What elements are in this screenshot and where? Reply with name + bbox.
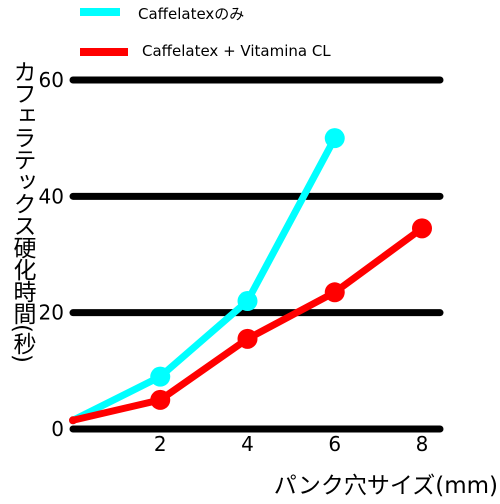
x-tick-label: 4 xyxy=(241,432,254,456)
legend: Caffelatexのみ Caffelatex + Vitamina CL xyxy=(80,5,331,60)
y-tick-label: 20 xyxy=(39,301,64,325)
series-line-1 xyxy=(69,134,339,424)
y-tick-label: 60 xyxy=(39,68,64,92)
x-tick-label: 8 xyxy=(416,432,429,456)
data-point xyxy=(237,291,258,312)
data-point xyxy=(324,128,345,149)
data-point xyxy=(412,218,432,239)
data-point xyxy=(324,282,345,303)
legend-label-2: Caffelatex + Vitamina CL xyxy=(142,42,331,60)
data-point xyxy=(237,328,258,349)
x-tick-label: 6 xyxy=(328,432,341,456)
x-tick-label: 2 xyxy=(154,432,167,456)
y-tick-label: 0 xyxy=(51,417,64,441)
y-axis-title: カフェラテックス硬化時間(秒) xyxy=(9,60,37,362)
y-tick-label: 40 xyxy=(39,184,64,208)
gridlines xyxy=(69,76,444,433)
legend-label-1: Caffelatexのみ xyxy=(138,5,244,23)
data-point xyxy=(150,366,171,387)
series-layer xyxy=(69,128,432,425)
x-axis-title: パンク穴サイズ(mm) xyxy=(274,473,498,499)
tick-labels: 0 20 40 60 2 4 6 8 xyxy=(39,68,429,456)
data-point xyxy=(69,416,77,425)
data-point xyxy=(150,389,171,410)
